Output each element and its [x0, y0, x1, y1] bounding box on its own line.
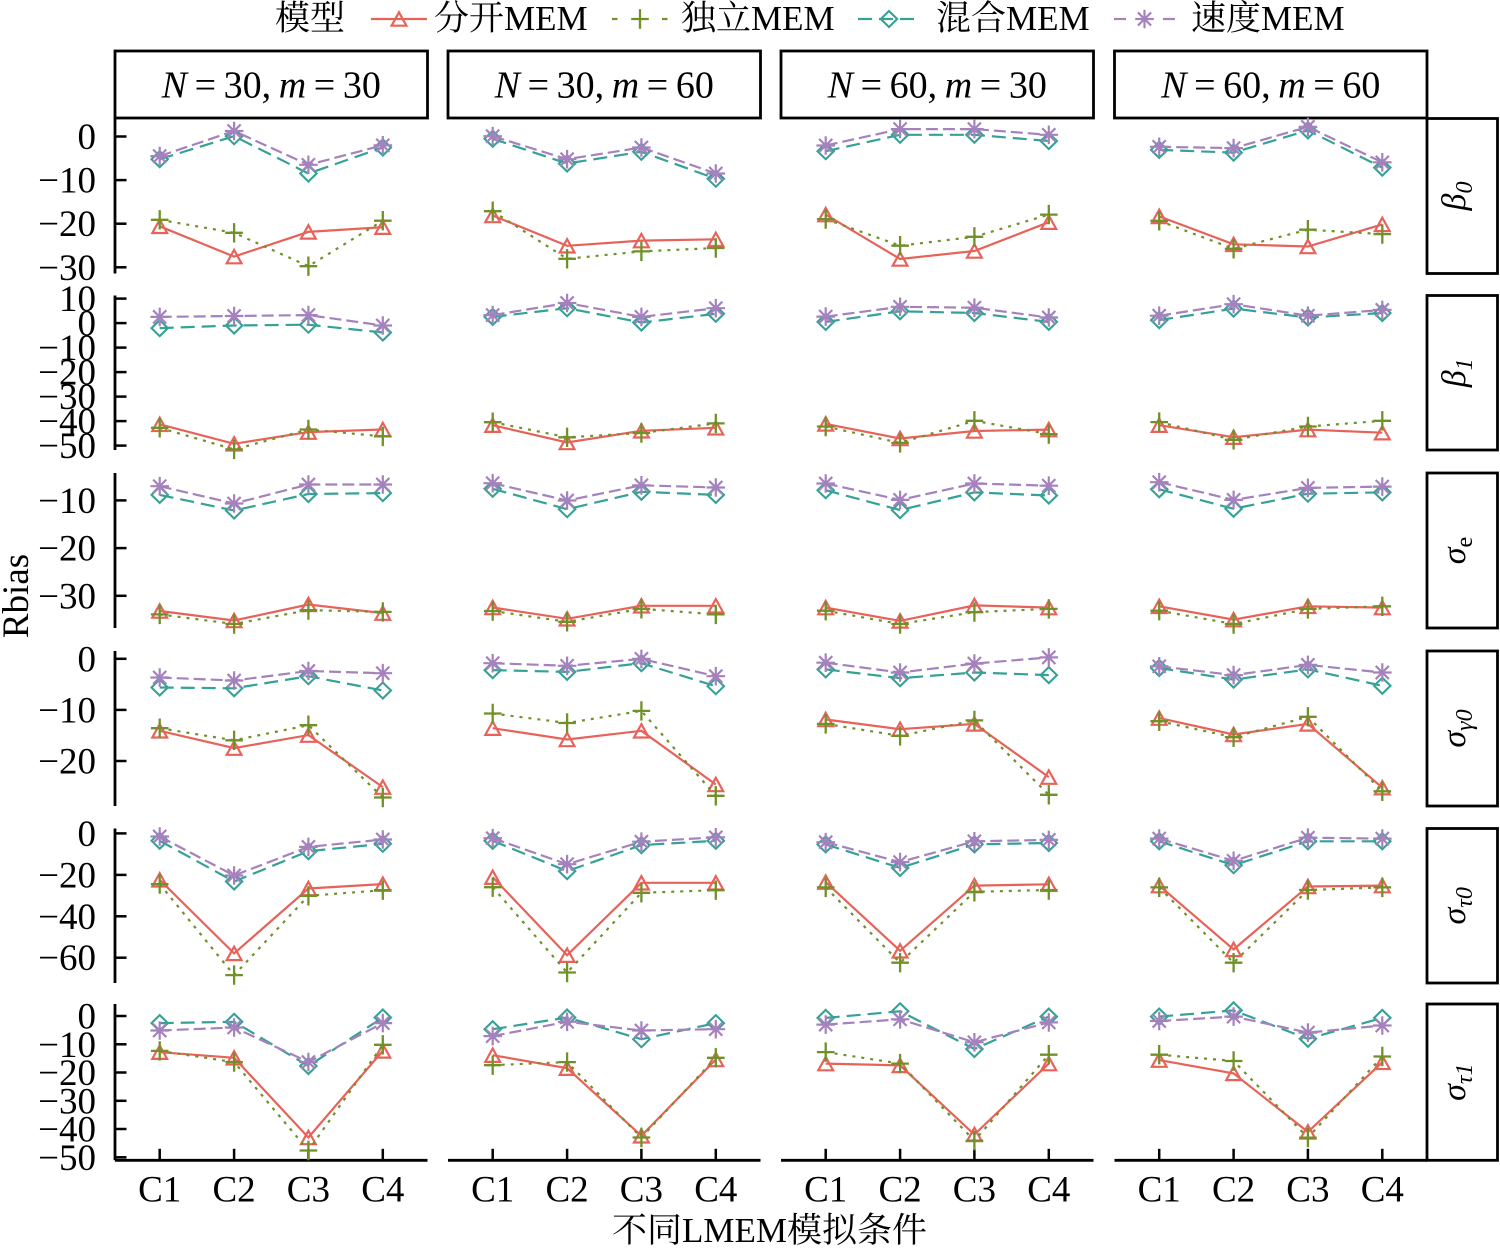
svg-text:−20: −20 [38, 742, 96, 783]
svg-text:C3: C3 [953, 1170, 996, 1211]
svg-text:−30: −30 [38, 248, 96, 289]
svg-text:MEM: MEM [504, 0, 588, 38]
svg-text:−20: −20 [38, 1053, 96, 1094]
svg-text:MEM: MEM [1261, 0, 1345, 38]
svg-text:C1: C1 [804, 1170, 847, 1211]
svg-text:−20: −20 [38, 204, 96, 245]
svg-text:−20: −20 [38, 855, 96, 896]
svg-text:0: 0 [78, 304, 97, 345]
svg-text:LMEM: LMEM [682, 1211, 787, 1249]
svg-text:στ0: στ0 [1436, 887, 1478, 924]
svg-text:MEM: MEM [1006, 0, 1090, 38]
svg-text:C3: C3 [620, 1170, 663, 1211]
svg-text:10: 10 [59, 279, 96, 320]
svg-text:C2: C2 [213, 1170, 256, 1211]
svg-text:N = 30, m = 30: N = 30, m = 30 [161, 65, 381, 107]
svg-text:0: 0 [78, 117, 97, 158]
svg-text:−10: −10 [38, 161, 96, 202]
svg-text:C4: C4 [694, 1170, 737, 1211]
svg-text:−40: −40 [38, 402, 96, 443]
svg-text:−40: −40 [38, 1110, 96, 1151]
svg-text:C2: C2 [1212, 1170, 1255, 1211]
svg-text:−10: −10 [38, 481, 96, 522]
svg-text:N = 60, m = 30: N = 60, m = 30 [827, 65, 1047, 107]
svg-text:C2: C2 [879, 1170, 922, 1211]
svg-text:−40: −40 [38, 897, 96, 938]
svg-text:C4: C4 [1361, 1170, 1404, 1211]
svg-text:C1: C1 [1138, 1170, 1181, 1211]
svg-text:−20: −20 [38, 529, 96, 570]
svg-text:0: 0 [78, 639, 97, 680]
svg-text:−10: −10 [38, 1025, 96, 1066]
svg-text:C3: C3 [1286, 1170, 1329, 1211]
svg-text:−50: −50 [38, 1138, 96, 1179]
svg-text:N = 60, m = 60: N = 60, m = 60 [1160, 65, 1380, 107]
svg-text:−30: −30 [38, 576, 96, 617]
svg-text:−30: −30 [38, 1081, 96, 1122]
svg-text:0: 0 [78, 997, 97, 1038]
svg-text:C1: C1 [138, 1170, 181, 1211]
svg-text:C2: C2 [546, 1170, 589, 1211]
svg-text:Rbias: Rbias [0, 554, 37, 638]
svg-text:στ1: στ1 [1436, 1064, 1478, 1101]
svg-text:C3: C3 [287, 1170, 330, 1211]
svg-text:−10: −10 [38, 328, 96, 369]
svg-text:MEM: MEM [751, 0, 835, 38]
svg-text:−10: −10 [38, 690, 96, 731]
svg-text:N = 30, m = 60: N = 30, m = 60 [494, 65, 714, 107]
svg-text:C4: C4 [1027, 1170, 1070, 1211]
svg-text:C1: C1 [471, 1170, 514, 1211]
svg-text:0: 0 [78, 814, 97, 855]
svg-text:−60: −60 [38, 938, 96, 979]
svg-text:−50: −50 [38, 426, 96, 467]
svg-text:−20: −20 [38, 353, 96, 394]
svg-text:C4: C4 [361, 1170, 404, 1211]
svg-text:−30: −30 [38, 377, 96, 418]
